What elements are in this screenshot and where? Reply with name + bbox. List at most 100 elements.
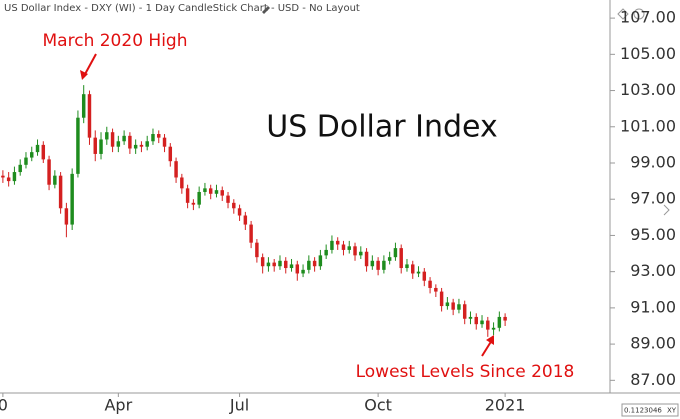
candle-body (462, 304, 467, 319)
y-tick-label: 105.00 (620, 44, 676, 63)
y-tick-label: 95.00 (630, 225, 676, 244)
candle-body (249, 224, 253, 243)
candle-body (324, 249, 328, 256)
annotation: March 2020 High (43, 31, 188, 51)
candle-body (312, 260, 317, 267)
candle-body (486, 320, 490, 330)
candle-body (474, 316, 478, 325)
scroll-button[interactable] (617, 8, 629, 20)
candle-body (428, 280, 432, 288)
chart-title: US Dollar Index (266, 110, 498, 145)
y-tick-label: 99.00 (630, 152, 676, 171)
candle-body (341, 244, 346, 250)
corner-text: 0.1123046 (624, 407, 662, 415)
candle-body (6, 177, 11, 182)
candle-body (180, 177, 184, 189)
x-tick-label: 2021 (485, 396, 526, 415)
y-tick-label: 107.00 (620, 8, 676, 27)
y-tick-label: 101.00 (620, 116, 676, 135)
candle-body (382, 260, 386, 270)
scroll-button[interactable] (663, 204, 670, 216)
candle-body (272, 262, 276, 267)
y-tick-label: 93.00 (630, 261, 676, 280)
candle-body (145, 141, 149, 147)
candle-body (411, 264, 415, 274)
candle-body (220, 190, 224, 196)
candle-body (128, 135, 132, 149)
candle-body (185, 188, 190, 203)
candle-body (416, 271, 421, 274)
candle-body (214, 190, 219, 194)
x-tick-label: Oct (364, 396, 392, 415)
candle-body (70, 173, 74, 225)
candle-body (64, 208, 69, 225)
y-tick-label: 87.00 (630, 370, 676, 389)
candle-body (191, 202, 196, 205)
y-tick-label: 91.00 (630, 297, 676, 316)
candle-body (99, 139, 103, 154)
candle-body (376, 260, 380, 270)
candle-body (116, 141, 121, 147)
candle-body (491, 327, 496, 330)
candle-body (35, 144, 40, 153)
candle-body (347, 246, 351, 250)
candle-body (480, 320, 484, 325)
annotation-arrowhead (486, 335, 494, 345)
corner-box (621, 403, 679, 417)
candle-body (1, 175, 5, 178)
candle-body (81, 94, 86, 118)
candle-body (58, 175, 63, 209)
candle-body (232, 202, 236, 209)
candle-body (451, 302, 455, 310)
scroll-controls (617, 8, 670, 216)
y-tick-label: 103.00 (620, 80, 676, 99)
candle-body (434, 287, 438, 292)
candle-body (295, 264, 300, 274)
candle-body (503, 316, 507, 321)
candle-body (18, 164, 22, 173)
candle-body (208, 188, 213, 194)
candle-body (399, 248, 403, 269)
candle-body (457, 304, 461, 310)
candle-body (255, 242, 259, 258)
candle-body (284, 260, 288, 269)
candle-body (122, 135, 126, 142)
candle-body (237, 208, 242, 216)
y-tick-label: 89.00 (630, 334, 676, 353)
candle-body (226, 195, 230, 203)
candle-body (445, 302, 450, 307)
candle-body (364, 251, 369, 267)
candle-body (105, 132, 109, 140)
candle-body (139, 144, 144, 147)
annotation-arrow (83, 53, 97, 77)
candle-body (439, 291, 444, 307)
scroll-button[interactable] (633, 8, 645, 20)
candle-body (151, 134, 155, 142)
edit-icon[interactable] (262, 6, 270, 14)
candle-body (133, 144, 138, 149)
x-tick-label: Jul (229, 396, 249, 415)
candle-body (393, 248, 398, 258)
candle-body (197, 191, 201, 205)
corner-text: XY (667, 407, 677, 415)
candle-body (335, 240, 340, 245)
candle-body (266, 262, 271, 267)
candle-body (260, 257, 265, 267)
candle-body (24, 157, 28, 165)
candle-body (41, 144, 46, 160)
candle-body (87, 94, 92, 138)
candle-body (30, 152, 34, 158)
candle-body (318, 255, 323, 267)
candle-body (359, 251, 363, 256)
candle-body (330, 240, 334, 250)
candle-body (110, 132, 115, 147)
candle-body (301, 269, 305, 274)
candle-body (157, 134, 161, 138)
candle-body (307, 260, 311, 270)
candle-body (278, 260, 282, 267)
candle-body (468, 316, 473, 319)
candle-body (93, 137, 97, 154)
candle-body (76, 117, 80, 174)
candle-body (203, 188, 207, 192)
